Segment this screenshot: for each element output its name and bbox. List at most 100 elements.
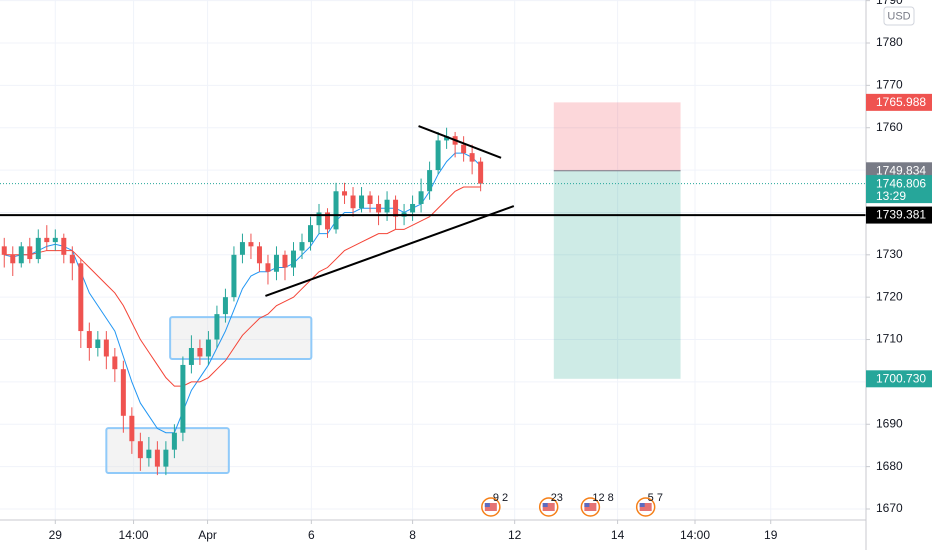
candle-body [78,263,84,332]
moving-average [4,152,481,434]
price-label-bg [866,162,932,180]
stop-zone [553,102,681,171]
candle-body [418,191,424,204]
price-label-bg [866,370,932,388]
candle-body [248,242,254,247]
event-label: 23 [551,492,563,504]
candle-body [18,246,24,264]
trendline [265,205,515,297]
candle-body [478,161,484,184]
y-tick-label: 1770 [876,78,903,92]
candle-body [333,191,339,230]
candle-body [239,242,245,255]
y-tick-label: 1680 [876,459,903,473]
x-tick-label: 19 [764,528,778,542]
candle-body [120,369,126,416]
trendline [418,125,502,159]
candle-body [27,246,33,260]
candle-body [231,254,237,298]
event-flag [639,503,652,511]
candle-body [86,331,92,349]
candle-body [410,203,416,213]
y-tick-label: 1720 [876,289,903,303]
candle-body [154,449,160,467]
event-flag-canton [542,503,548,507]
y-tick-label: 1710 [876,332,903,346]
event-flag [542,503,555,511]
currency: USD [887,10,910,22]
candle-body [10,254,16,264]
event-flag-canton [584,503,590,507]
currency-box [883,6,915,26]
event-flag [584,503,597,511]
candle-body [265,263,271,272]
price-label: 1749.834 [876,163,926,177]
y-tick-label: 1670 [876,501,903,515]
y-tick-label: 1760 [876,120,903,134]
candle-body [1,246,7,255]
countdown: 13:29 [876,189,906,203]
x-tick-label: 6 [308,528,315,542]
price-axis-bg [866,0,932,550]
candle-body [222,297,228,315]
candle-body [444,136,450,141]
candle-body [146,449,152,459]
candle-body [180,364,186,433]
candle-body [308,225,314,243]
target-zone [553,170,681,379]
candle-body [393,199,399,217]
candle-body [273,254,279,272]
grid [0,0,866,520]
axes: 1670168016901700171017201730174017501760… [49,0,932,542]
candle-body [61,237,67,255]
candle-body [290,250,296,268]
y-tick-label: 1780 [876,35,903,49]
candle-body [214,314,220,340]
x-tick-label: 29 [49,528,63,542]
x-tick-label: 14 [611,528,625,542]
x-tick-label: Apr [198,528,217,542]
event-flag-canton [639,503,645,507]
x-tick-label: 14:00 [119,528,149,542]
moving-average [4,186,481,387]
x-tick-label: 12 [508,528,522,542]
price-label: 1700.730 [876,371,926,385]
candle-body [469,153,475,162]
drawings [105,102,681,474]
candle-body [163,449,169,467]
event-flag-canton [484,503,490,507]
price-label: 1765.988 [876,95,926,109]
price-label: 1746.806 [876,176,926,190]
event-label: 5 7 [648,492,663,504]
candle-body [282,254,288,268]
candle-body [384,199,390,213]
candle-body [367,195,373,204]
x-tick-label: 14:00 [680,528,710,542]
price-label: 1739.381 [876,208,926,222]
candle-body [188,348,194,365]
candle-body [205,339,211,357]
event-label: 9 2 [493,492,508,504]
candle-body [299,242,305,251]
event-label: 12 8 [592,492,613,504]
price-label-bg [866,175,932,204]
price-label-bg [866,93,932,111]
candle-body [171,432,177,450]
candle-body [342,191,348,196]
candle-body [35,237,41,260]
event-flag [484,503,497,511]
candle-body [350,195,356,209]
y-tick-label: 1790 [876,0,903,7]
candle-body [112,356,118,370]
candle-body [137,441,143,459]
x-tick-label: 8 [409,528,416,542]
candle-body [359,195,365,209]
candle-body [103,339,109,357]
candle-body [435,140,441,171]
candle-body [129,415,135,442]
candle-body [69,254,75,264]
time-axis-bg [0,520,866,550]
candle-body [44,237,50,243]
y-tick-label: 1690 [876,416,903,430]
